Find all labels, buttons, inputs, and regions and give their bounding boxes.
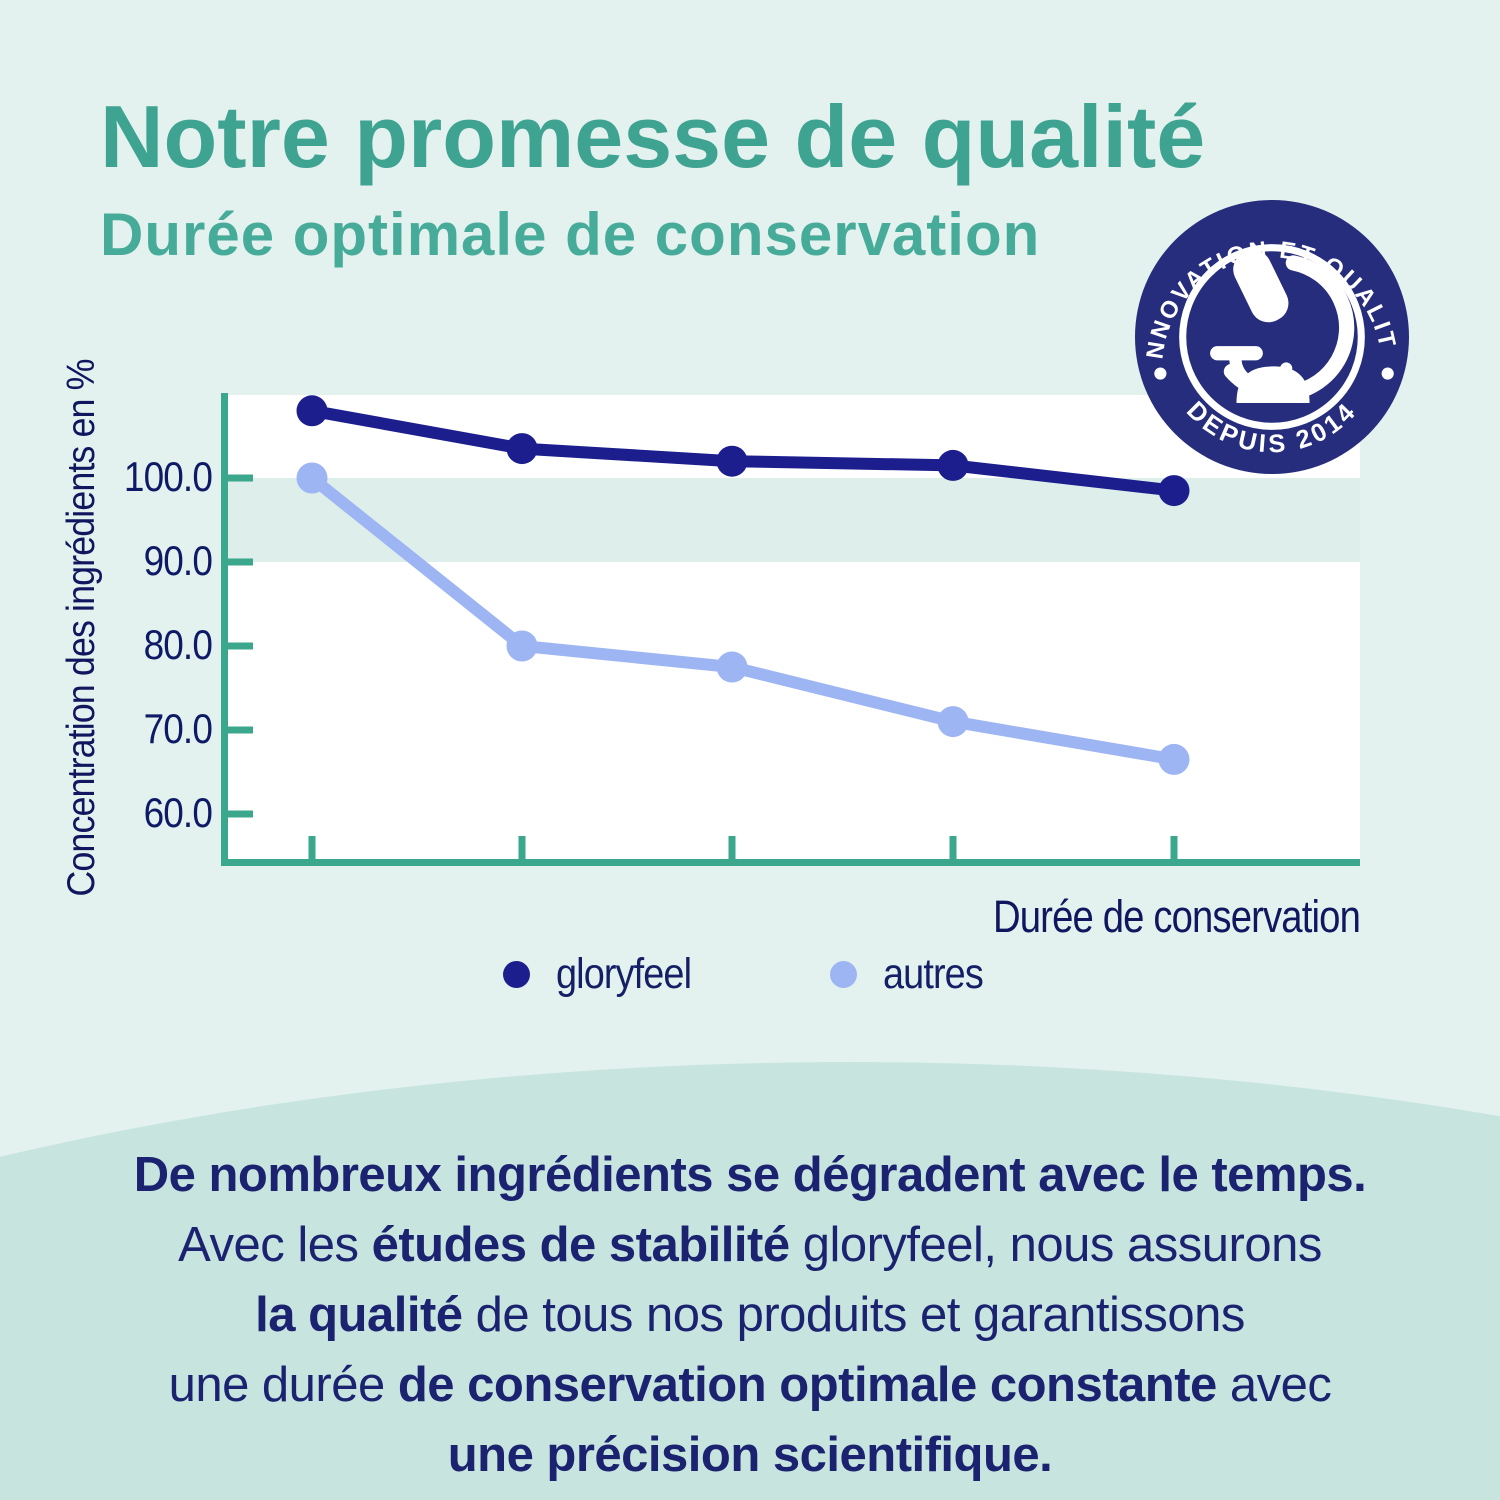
- y-axis-title: Concentration des ingrédients en %: [60, 359, 103, 897]
- footer-text-segment: De nombreux ingrédients se dégradent ave…: [133, 1148, 1367, 1202]
- bottom-wave-background: [0, 1062, 1500, 1500]
- y-tick-labels: 100.0 90.0 80.0 70.0 60.0: [90, 395, 213, 862]
- legend-item-autres: autres: [830, 950, 997, 999]
- data-point-autres: [1158, 743, 1190, 775]
- footer-text-segment: gloryfeel, nous assurons: [789, 1218, 1323, 1272]
- y-tick-label: 100.0: [123, 453, 213, 500]
- y-tick-label: 70.0: [143, 705, 213, 752]
- footer-text-segment: avec: [1216, 1358, 1332, 1412]
- footer-text-segment: études de stabilité: [371, 1218, 791, 1272]
- footer-text-segment: de conservation optimale constante: [397, 1358, 1217, 1412]
- footer-line: une précision scientifique.: [0, 1420, 1500, 1490]
- data-point-gloryfeel: [296, 395, 328, 427]
- footer-text-segment: de tous nos produits et garantissons: [462, 1288, 1246, 1342]
- footer-paragraph: De nombreux ingrédients se dégradent ave…: [0, 1140, 1500, 1490]
- footer-text-segment: une précision scientifique.: [447, 1428, 1053, 1482]
- y-tick-mark: [227, 558, 253, 566]
- y-tick-label: 60.0: [143, 789, 213, 836]
- bottom-wave-fill: [0, 1450, 1500, 1500]
- legend-label: autres: [883, 950, 984, 998]
- x-tick-mark: [1170, 836, 1178, 862]
- badge-right-dot-icon: [1381, 367, 1394, 380]
- quality-badge: INNOVATION ET QUALITÉ DEPUIS 2014: [1135, 200, 1409, 474]
- data-point-gloryfeel: [937, 449, 969, 481]
- microscope-icon: [1210, 250, 1355, 403]
- y-tick-mark: [227, 726, 253, 734]
- y-tick-mark: [227, 474, 253, 482]
- chart-legend: gloryfeel autres: [0, 950, 1500, 999]
- legend-label: gloryfeel: [556, 950, 692, 998]
- y-tick-mark: [227, 810, 253, 818]
- line-chart: [227, 395, 1360, 862]
- badge-left-dot-icon: [1154, 367, 1167, 380]
- x-tick-mark: [308, 836, 316, 862]
- chart-plot-area: [227, 395, 1360, 862]
- x-axis-line: [221, 859, 1360, 866]
- data-point-autres: [716, 651, 748, 683]
- data-point-gloryfeel: [506, 433, 538, 465]
- y-axis-line: [221, 393, 228, 866]
- data-point-autres: [506, 630, 538, 662]
- footer-text-segment: la qualité: [255, 1288, 463, 1342]
- legend-item-gloryfeel: gloryfeel: [503, 950, 710, 999]
- badge-circle: [1135, 200, 1409, 474]
- footer-line: Avec les études de stabilité gloryfeel, …: [0, 1210, 1500, 1280]
- y-tick-mark: [227, 642, 253, 650]
- y-tick-label: 80.0: [143, 621, 213, 668]
- footer-line: une durée de conservation optimale const…: [0, 1350, 1500, 1420]
- x-tick-mark: [728, 836, 736, 862]
- footer-line: la qualité de tous nos produits et garan…: [0, 1280, 1500, 1350]
- data-point-gloryfeel: [1158, 475, 1190, 507]
- footer-text-segment: Avec les: [178, 1218, 372, 1272]
- data-point-autres: [937, 706, 969, 738]
- gloryfeel-dot-icon: [503, 961, 531, 988]
- data-point-gloryfeel: [716, 445, 748, 477]
- autres-dot-icon: [830, 961, 857, 988]
- page-title: Notre promesse de qualité: [100, 87, 1206, 186]
- x-tick-mark: [949, 836, 957, 862]
- page-subtitle: Durée optimale de conservation: [100, 201, 1041, 268]
- footer-text-segment: une durée: [168, 1358, 398, 1412]
- data-point-autres: [296, 462, 328, 494]
- x-tick-mark: [518, 836, 526, 862]
- x-axis-title: Durée de conservation: [992, 891, 1361, 942]
- badge-inner-ring: [1179, 244, 1365, 430]
- y-tick-label: 90.0: [143, 537, 213, 584]
- footer-line: De nombreux ingrédients se dégradent ave…: [0, 1140, 1500, 1210]
